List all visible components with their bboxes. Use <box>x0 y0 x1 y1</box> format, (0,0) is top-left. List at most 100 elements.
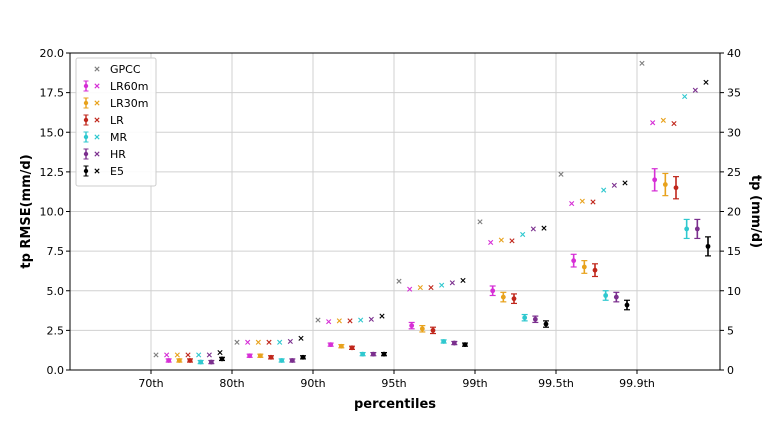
legend-cross-lr <box>94 117 100 123</box>
legend-cross-e5 <box>94 168 100 174</box>
rmse-point-mr <box>440 339 447 344</box>
rmse-point-lr <box>187 358 193 363</box>
climatology-marker-lr <box>590 199 596 205</box>
rmse-point-e5 <box>705 236 711 257</box>
y-tick-label-right: 15 <box>727 245 741 258</box>
climatology-marker-gpcc <box>396 278 402 284</box>
rmse-point-lr60m <box>489 285 496 297</box>
climatology-marker-hr <box>287 338 293 345</box>
climatology-marker-lr60m <box>488 239 494 245</box>
rmse-point-e5 <box>219 356 225 362</box>
climatology-marker-gpcc <box>153 352 159 358</box>
climatology-marker-lr <box>347 318 353 324</box>
rmse-point-hr <box>613 291 620 303</box>
x-tick-label: 99th <box>462 377 487 390</box>
y-tick-label-right: 25 <box>727 166 741 179</box>
climatology-marker-e5 <box>298 335 304 341</box>
climatology-marker-mr <box>601 187 607 193</box>
x-axis-label: percentiles <box>354 397 436 412</box>
legend-label: GPCC <box>110 63 141 76</box>
rmse-point-lr30m <box>257 353 264 359</box>
legend-entry-mr: MR <box>83 131 127 144</box>
legend-cross-hr <box>94 151 100 157</box>
rmse-point-mr <box>521 313 528 322</box>
legend-label: E5 <box>110 165 124 178</box>
climatology-marker-mr <box>439 282 445 288</box>
legend-cross-mr <box>94 134 100 140</box>
legend-entry-lr60m: LR60m <box>83 80 148 93</box>
climatology-marker-e5 <box>217 349 223 356</box>
legend-cross-lr60m <box>94 83 100 89</box>
climatology-marker-gpcc <box>315 317 321 323</box>
rmse-point-lr <box>268 354 274 360</box>
x-tick-label: 99.5th <box>538 377 574 390</box>
rmse-point-lr <box>673 176 679 200</box>
legend-label: LR60m <box>110 80 148 93</box>
rmse-point-hr <box>694 218 701 240</box>
climatology-marker-lr60m <box>650 120 656 126</box>
y-tick-label-right: 20 <box>727 206 741 219</box>
y-axis-label-right: tp (mm/d) <box>748 175 763 248</box>
legend-frame <box>75 57 157 187</box>
legend-label: HR <box>110 148 126 161</box>
climatology-marker-lr30m <box>498 237 504 243</box>
climatology-marker-lr <box>671 120 677 127</box>
y-tick-label-right: 35 <box>727 87 741 100</box>
rmse-point-lr <box>349 345 355 351</box>
y-tick-label-left: 0.0 <box>47 364 65 377</box>
x-tick-label: 80th <box>219 377 244 390</box>
climatology-marker-e5 <box>622 180 628 186</box>
y-tick-label-right: 5 <box>727 324 734 337</box>
legend-entry-gpcc: GPCC <box>94 63 141 76</box>
rmse-point-lr60m <box>651 168 658 192</box>
legend-label: LR30m <box>110 97 148 110</box>
climatology-marker-gpcc <box>639 60 645 66</box>
rmse-point-lr60m <box>246 353 253 359</box>
climatology-marker-lr <box>509 238 515 244</box>
y-tick-label-left: 20.0 <box>40 47 65 60</box>
axes: 0.0 2.5 5.0 7.5 10.0 12.5 15.0 17.5 20.0 0 5 10 15 20… <box>40 47 742 390</box>
climatology-marker-mr <box>520 231 526 238</box>
y-tick-label-left: 17.5 <box>40 87 65 100</box>
grid <box>70 52 720 371</box>
rmse-point-lr <box>511 293 517 305</box>
legend-entry-lr30m: LR30m <box>83 97 148 110</box>
x-tick-label: 95th <box>381 377 406 390</box>
rmse-point-e5 <box>624 299 630 311</box>
climatology-marker-e5 <box>379 313 385 319</box>
climatology-marker-lr <box>185 352 191 358</box>
climatology-marker-e5 <box>460 277 466 284</box>
rmse-point-hr <box>208 359 215 365</box>
y-tick-label-left: 10.0 <box>40 206 65 219</box>
rmse-point-e5 <box>381 351 387 357</box>
rmse-point-lr <box>592 263 598 278</box>
x-tick-label: 99.9th <box>619 377 655 390</box>
rmse-point-mr <box>602 290 609 301</box>
climatology-marker-mr <box>196 352 202 358</box>
rmse-point-lr60m <box>408 321 415 330</box>
rmse-point-lr60m <box>165 358 172 363</box>
legend-entry-lr: LR <box>83 114 124 127</box>
climatology-marker-hr <box>449 280 455 286</box>
climatology-marker-hr <box>206 352 212 358</box>
climatology-marker-gpcc <box>234 339 240 345</box>
data-marks <box>153 60 711 365</box>
legend-label: LR <box>110 114 124 127</box>
climatology-marker-hr <box>530 226 536 232</box>
y-tick-label-right: 0 <box>727 364 734 377</box>
rmse-point-hr <box>532 315 539 324</box>
y-tick-label-left: 5.0 <box>47 285 65 298</box>
rmse-point-e5 <box>462 342 468 348</box>
rmse-point-mr <box>359 351 366 357</box>
rmse-point-hr <box>370 351 377 357</box>
rmse-point-hr <box>451 340 458 346</box>
x-tick-label: 90th <box>300 377 325 390</box>
rmse-point-e5 <box>543 320 549 328</box>
climatology-marker-lr30m <box>579 198 585 204</box>
legend-cross-lr30m <box>94 100 100 106</box>
climatology-marker-e5 <box>703 79 709 85</box>
climatology-marker-hr <box>692 87 698 93</box>
climatology-marker-lr <box>428 284 434 291</box>
climatology-marker-lr60m <box>569 200 575 207</box>
